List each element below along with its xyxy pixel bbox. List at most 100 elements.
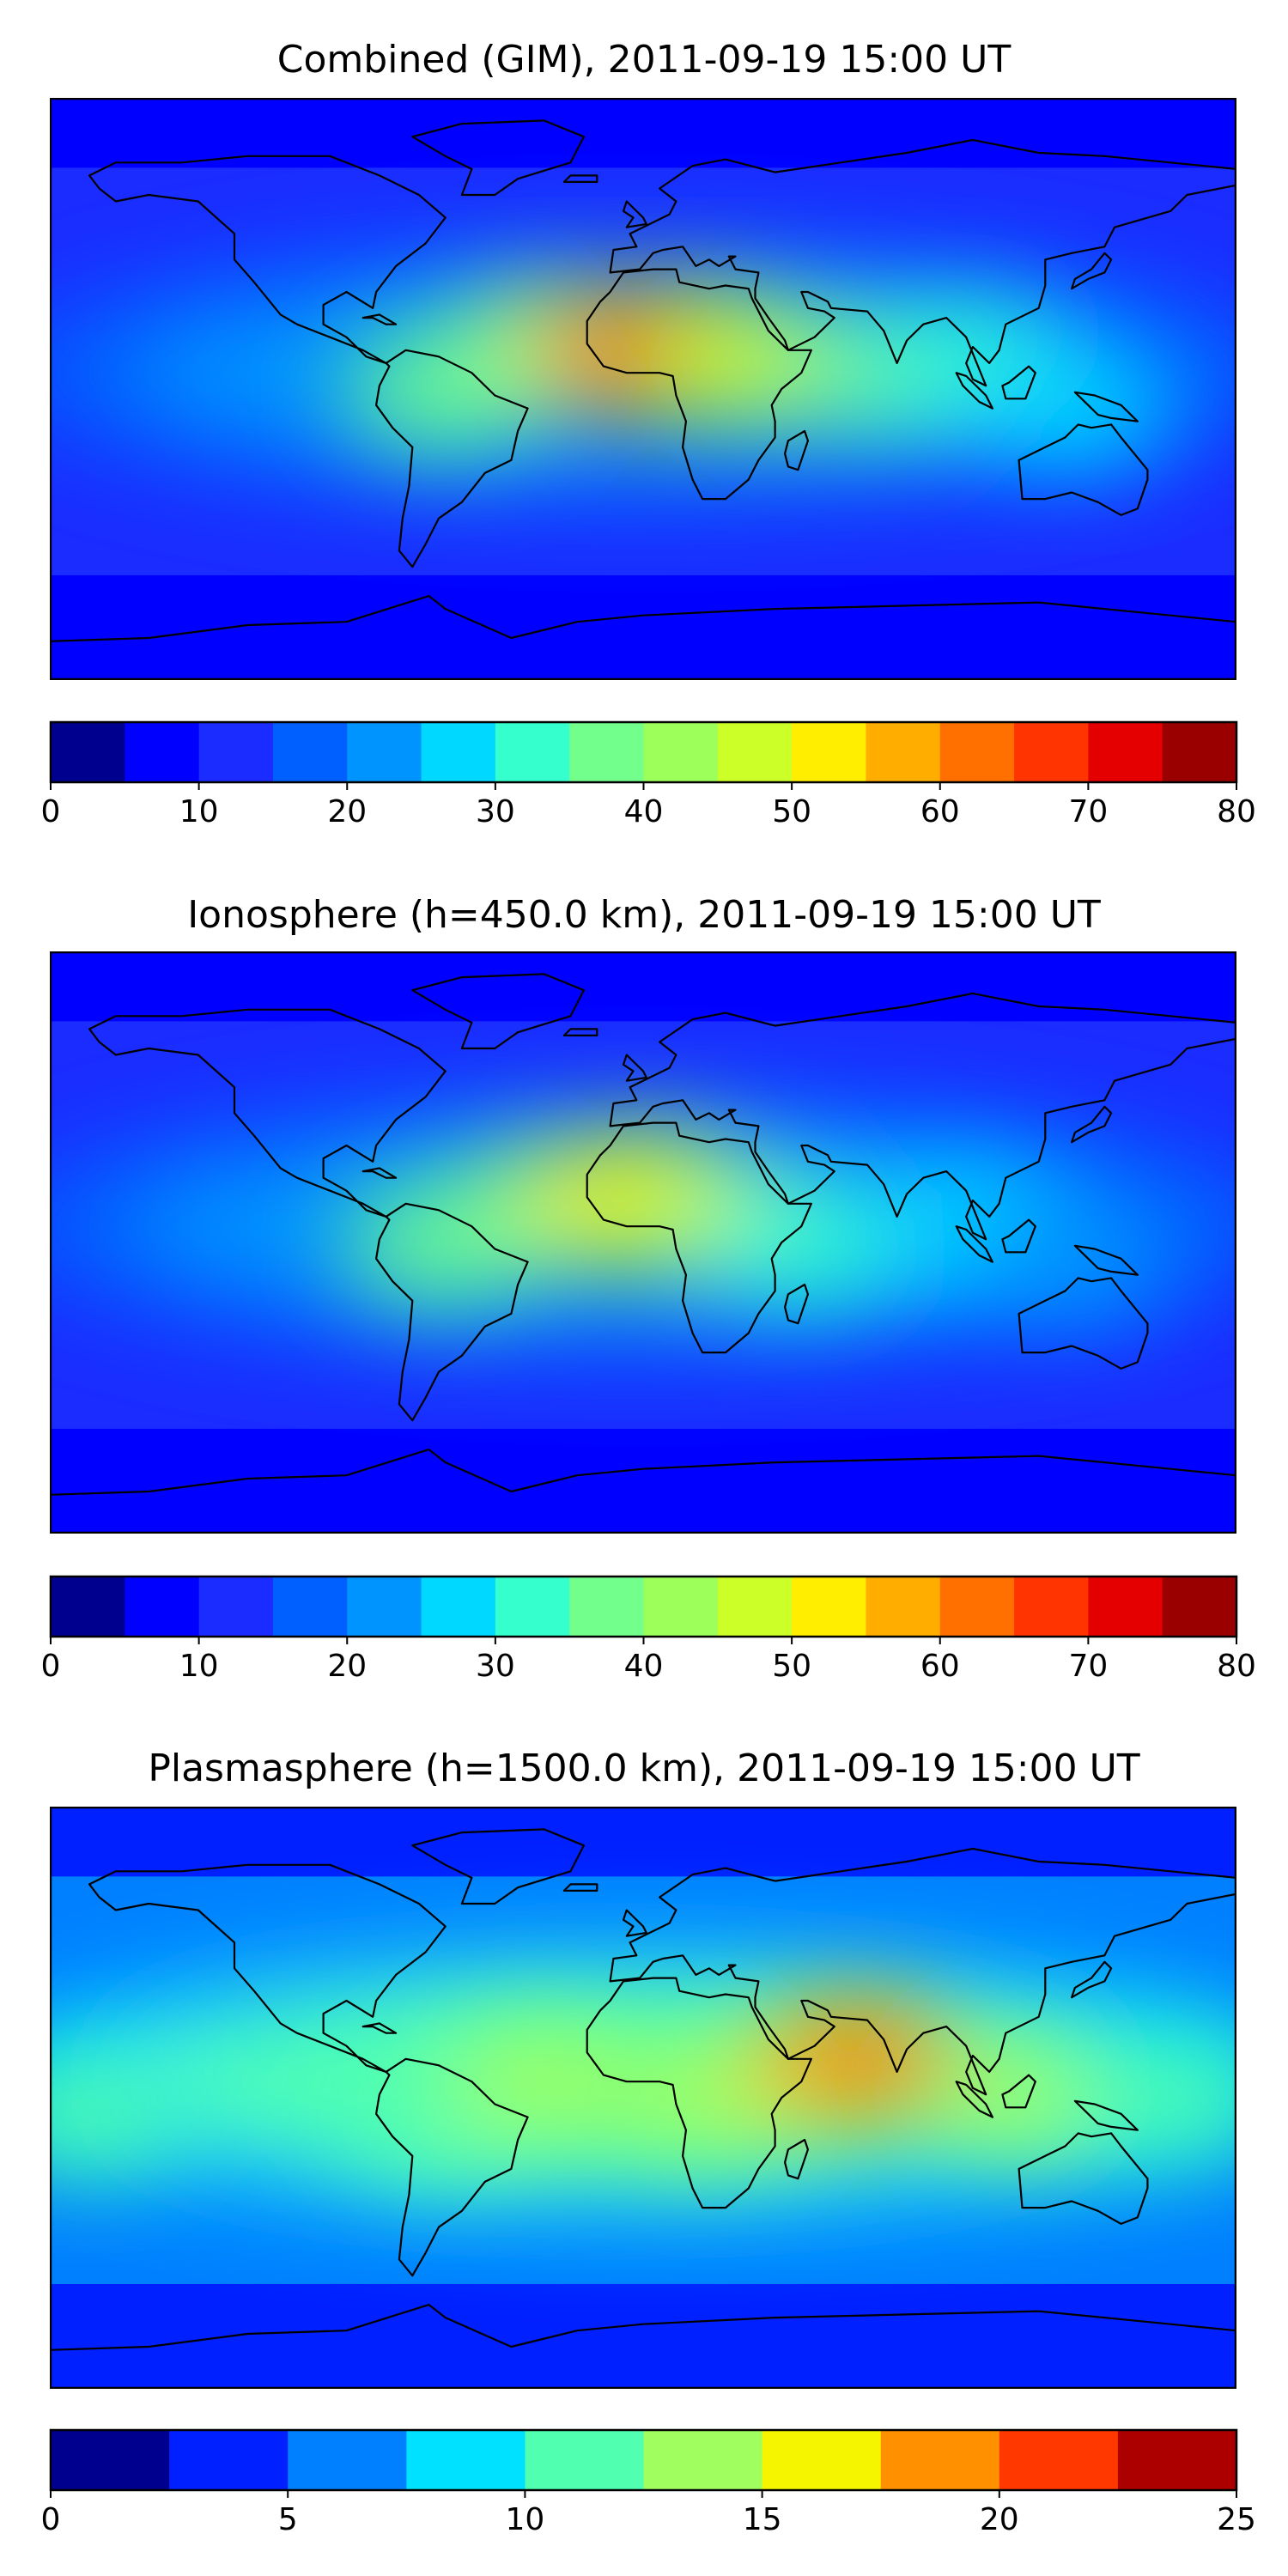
coastline-madagascar — [783, 429, 810, 471]
coastlines — [50, 973, 1236, 1496]
coastline-sumatra — [955, 2081, 994, 2118]
colorbar-tick-label: 50 — [772, 1649, 811, 1684]
coastline-africa — [586, 1977, 812, 2209]
coastline-eurasia — [609, 992, 1236, 1241]
coastline-madagascar — [783, 2138, 810, 2180]
tec-map-combined — [50, 98, 1236, 680]
colorbar-segment — [569, 1577, 644, 1637]
colorbar-tick-label: 15 — [743, 2502, 782, 2537]
colorbar-segment — [939, 1577, 1015, 1637]
coastline-north-america — [88, 1863, 447, 2073]
coastline-uk — [622, 1909, 647, 1937]
tec-field — [50, 1998, 1236, 2174]
tec-field — [342, 287, 1176, 465]
coastline-new-guinea — [1073, 2099, 1139, 2131]
colorbar-tick-label: 70 — [1068, 1649, 1108, 1684]
colorbar-segment — [272, 722, 348, 782]
coastline-australia — [1018, 1277, 1149, 1370]
colorbar-segment — [198, 1577, 274, 1637]
coastline-borneo — [1001, 2074, 1036, 2109]
map-frame — [50, 951, 1236, 1534]
colorbar-segment — [792, 722, 866, 782]
coastline-australia — [1018, 2132, 1149, 2225]
coastline-uk — [622, 200, 647, 228]
panel-3-title: Plasmasphere (h=1500.0 km), 2011-09-19 1… — [148, 1747, 1140, 1790]
colorbar-tick-label: 10 — [179, 794, 219, 829]
colorbar-segment — [1162, 722, 1237, 782]
colorbar-segment — [643, 2430, 763, 2490]
colorbar-tick-label: 0 — [41, 794, 61, 829]
colorbar-tick-label: 40 — [624, 1649, 664, 1684]
colorbar-segment — [525, 2430, 644, 2490]
colorbar-segment — [1117, 2430, 1237, 2490]
colorbar-segment — [762, 2430, 882, 2490]
tec-blob — [1067, 2038, 1236, 2158]
tec-blob — [704, 1182, 911, 1303]
colorbar-segment — [421, 1577, 496, 1637]
colorbar-segment — [717, 1577, 793, 1637]
colorbar-segment — [999, 2430, 1119, 2490]
colorbar-segment — [51, 722, 125, 782]
coastline-africa — [586, 268, 812, 501]
colorbar-tick-label: 25 — [1217, 2502, 1256, 2537]
colorbar-tick-label: 0 — [41, 1649, 61, 1684]
tec-field — [342, 1133, 1176, 1319]
colorbar-segment — [125, 722, 200, 782]
colorbar-segment — [1014, 1577, 1089, 1637]
coastline-uk — [622, 1054, 647, 1082]
coastline-iceland — [562, 174, 598, 184]
colorbar-segment — [1088, 722, 1163, 782]
coastline-antarctica — [50, 1448, 1236, 1496]
colorbar-segment — [880, 2430, 1000, 2490]
coastline-iceland — [562, 1883, 598, 1893]
colorbar-segment — [125, 1577, 200, 1637]
colorbar-segment — [495, 722, 570, 782]
colorbar-tick-label: 60 — [920, 794, 960, 829]
coastline-sumatra — [955, 1225, 994, 1263]
tec-blob — [440, 2021, 647, 2142]
colorbar-tick-label: 5 — [278, 2502, 298, 2537]
colorbar-tick-label: 30 — [476, 1649, 515, 1684]
coastline-south-america — [375, 2057, 529, 2277]
colorbar-segment — [272, 1577, 348, 1637]
panel-2-title: Ionosphere (h=450.0 km), 2011-09-19 15:0… — [187, 893, 1101, 937]
coastline-cuba — [361, 1167, 398, 1179]
colorbar-segment — [51, 1577, 125, 1637]
colorbar-segment — [169, 2430, 289, 2490]
coastline-south-america — [375, 1202, 529, 1422]
colorbar-ionosphere: 0 10 20 30 40 50 60 70 80 — [41, 1575, 1256, 1684]
map-frame — [50, 1807, 1236, 2389]
colorbar-segment — [1014, 722, 1089, 782]
colorbar-tick-label: 40 — [624, 794, 664, 829]
coastline-antarctica — [50, 2303, 1236, 2351]
coastline-north-america — [88, 155, 447, 364]
colorbar-segment — [347, 722, 422, 782]
colorbar-segment — [421, 722, 496, 782]
colorbar-segment — [792, 1577, 866, 1637]
tec-blob — [754, 1998, 961, 2119]
colorbar-tick-label: 60 — [920, 1649, 960, 1684]
colorbar-segment — [569, 722, 644, 782]
colorbar-segment — [1088, 1577, 1163, 1637]
colorbar-tick-label: 30 — [476, 794, 515, 829]
coastline-cuba — [361, 2022, 398, 2034]
colorbar-segment — [495, 1577, 570, 1637]
coastline-borneo — [1001, 365, 1036, 400]
tec-blob — [50, 2053, 186, 2174]
coastline-africa — [586, 1121, 812, 1354]
coastline-greenland — [411, 973, 586, 1050]
coastline-japan — [1070, 1960, 1113, 1999]
colorbar-tick-label: 10 — [505, 2502, 544, 2537]
colorbar-segment — [643, 722, 719, 782]
coastlines — [50, 119, 1236, 642]
colorbar-segment — [1162, 1577, 1237, 1637]
panel-1-title: Combined (GIM), 2011-09-19 15:00 UT — [276, 38, 1012, 82]
coastline-new-guinea — [1073, 1244, 1139, 1276]
coastline-japan — [1070, 1105, 1113, 1144]
colorbar-tick-label: 20 — [327, 1649, 367, 1684]
coastline-antarctica — [50, 594, 1236, 642]
tec-blob — [969, 1198, 1176, 1319]
tec-blob — [969, 344, 1176, 465]
colorbar-tick-label: 80 — [1217, 1649, 1256, 1684]
colorbar-segment — [406, 2430, 526, 2490]
